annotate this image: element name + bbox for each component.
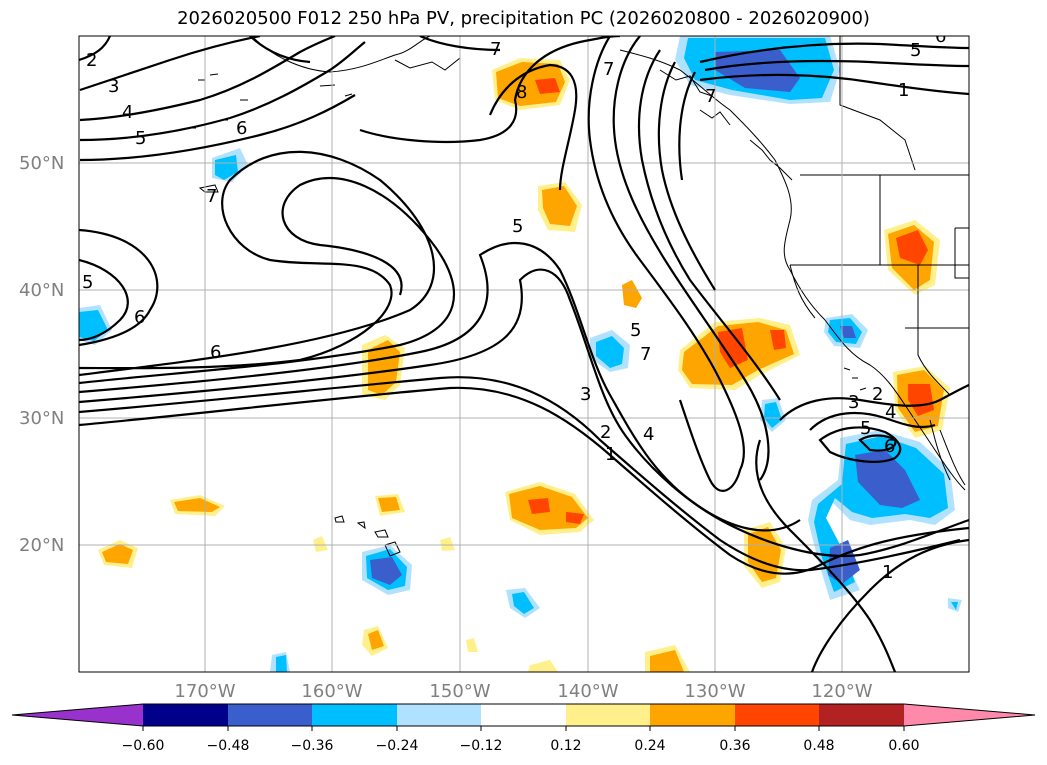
pv-contour-label: 7: [206, 186, 217, 207]
islands: [190, 73, 867, 557]
pv-contour-label: 6: [236, 118, 247, 139]
pv-contour-label: 1: [898, 80, 909, 101]
pv-contour-label: 1: [605, 444, 616, 465]
colorbar-ticks: [142, 726, 905, 731]
colorbar-label: −0.12: [460, 738, 503, 754]
colorbar-label: −0.48: [207, 738, 250, 754]
latitude-labels: 50°N 40°N 30°N 20°N: [19, 153, 64, 556]
colorbar-segment: [735, 704, 819, 726]
pv-contour-label: 5: [860, 418, 871, 439]
pv-contour-label: 7: [490, 39, 501, 60]
longitude-labels: 170°W 160°W 150°W 140°W 130°W 120°W: [174, 681, 872, 702]
colorbar-segment: [228, 704, 312, 726]
pv-contour-label: 7: [705, 86, 716, 107]
pv-contour-label: 3: [848, 392, 859, 413]
colorbar-segment: [143, 704, 228, 726]
pv-contour-label: 4: [122, 102, 133, 123]
lat-label-20n: 20°N: [19, 535, 64, 556]
colorbar-segment: [819, 704, 904, 726]
colorbar-label: 0.48: [803, 738, 834, 754]
colorbar-label: 0.60: [888, 738, 919, 754]
map-frame: [78, 35, 970, 673]
precipitation-shading: [79, 36, 962, 672]
lon-label-150w: 150°W: [429, 681, 490, 702]
colorbar-label: 0.24: [634, 738, 665, 754]
colorbar-segment: [481, 704, 566, 726]
pv-contour-label: 4: [643, 424, 654, 445]
lon-label-140w: 140°W: [557, 681, 618, 702]
pv-contour-label: 5: [630, 320, 641, 341]
pv-contours: [79, 36, 969, 672]
map-title: 2026020500 F012 250 hPa PV, precipitatio…: [177, 8, 870, 29]
colorbar-segment: [312, 704, 397, 726]
colorbar-label: 0.36: [719, 738, 750, 754]
pv-contour-label: 5: [910, 40, 921, 61]
pv-contour-label: 7: [640, 344, 651, 365]
pv-contour-label: 6: [210, 342, 221, 363]
pv-contour-label: 6: [134, 307, 145, 328]
lon-label-130w: 130°W: [684, 681, 745, 702]
pv-contour-label: 7: [603, 59, 614, 80]
colorbar-segment: [397, 704, 481, 726]
pv-contour-label: 5: [82, 272, 93, 293]
colorbar-segment: [566, 704, 650, 726]
colorbar-segment: [650, 704, 735, 726]
colorbar-segment: [12, 704, 143, 726]
pv-contour-label: 8: [516, 82, 527, 103]
pv-contour-label: 5: [135, 128, 146, 149]
pv-contour-label: 3: [108, 76, 119, 97]
colorbar-label: 0.12: [550, 738, 581, 754]
pv-contour-label: 2: [86, 50, 97, 71]
pv-contour-label: 2: [600, 422, 611, 443]
pv-contour-label: 4: [885, 402, 896, 423]
pv-contour-label: 5: [512, 216, 523, 237]
coastlines: [251, 36, 969, 491]
pv-contour-label: 3: [580, 384, 591, 405]
pv-contour-label: 6: [935, 26, 946, 47]
colorbar-label: −0.36: [291, 738, 334, 754]
lon-label-160w: 160°W: [301, 681, 362, 702]
colorbar-label: −0.24: [376, 738, 419, 754]
colorbar-label: −0.60: [122, 738, 165, 754]
pv-contour-label: 1: [882, 562, 893, 583]
lat-label-50n: 50°N: [19, 153, 64, 174]
colorbar-segment: [904, 704, 1035, 726]
pv-contour-label: 6: [884, 436, 895, 457]
colorbar: −0.60 −0.48 −0.36 −0.24 −0.12 0.12 0.24 …: [11, 703, 1036, 754]
lat-label-30n: 30°N: [19, 408, 64, 429]
lon-label-120w: 120°W: [811, 681, 872, 702]
pv-contour-label: 2: [872, 384, 883, 405]
lon-label-170w: 170°W: [174, 681, 235, 702]
pv-contour-labels: 2 3 4 5 6 7 8 5 6 5 6 7 7 1 7 5 5 6 7 3 …: [82, 26, 946, 583]
lat-label-40n: 40°N: [19, 280, 64, 301]
